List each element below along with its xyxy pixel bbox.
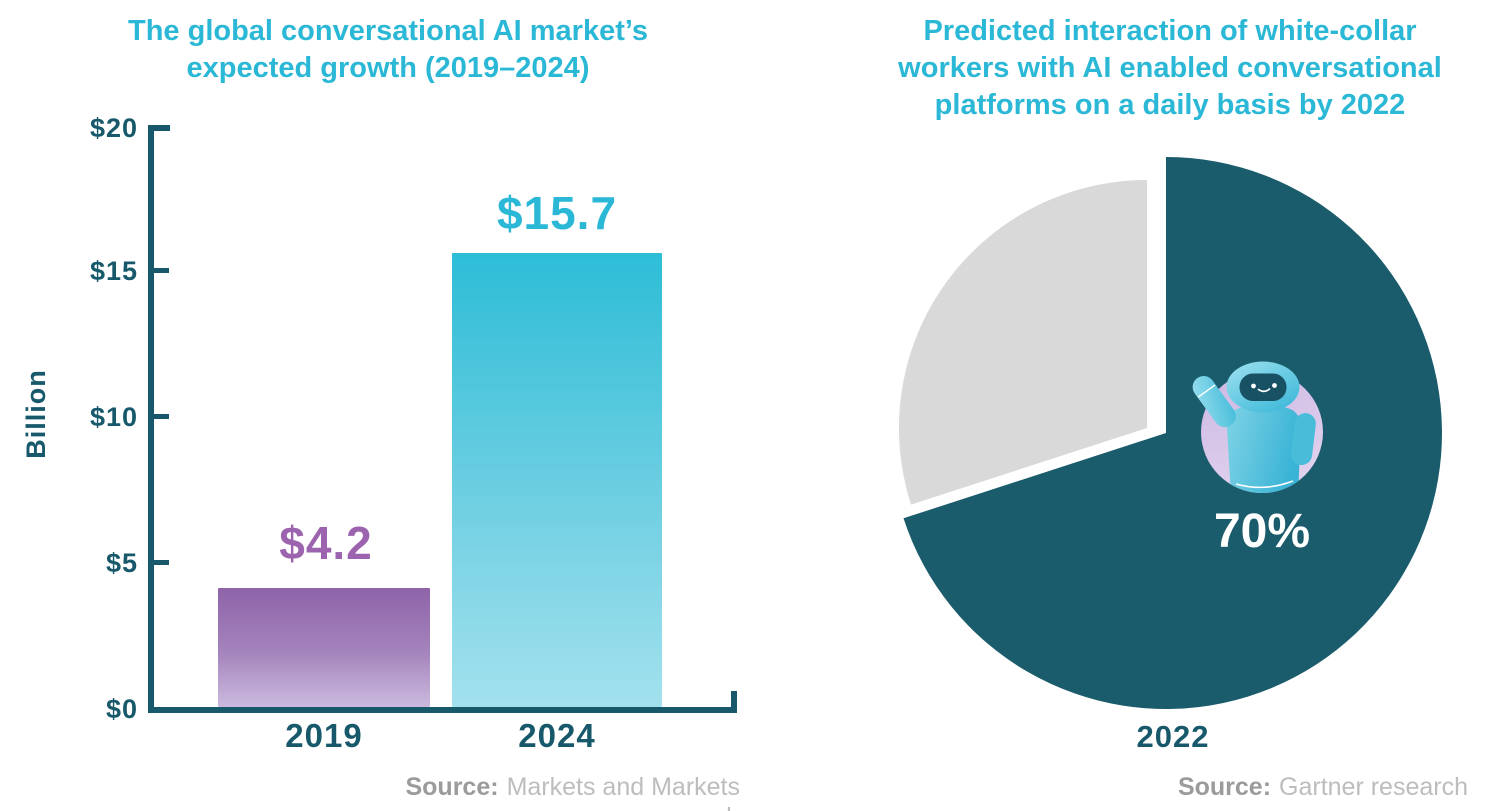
source-label: Source:: [1177, 773, 1272, 801]
bar-value-2019: $4.2: [279, 517, 373, 569]
pie-x-label: 2022: [1136, 719, 1210, 754]
bar-2024: [452, 253, 662, 707]
x-axis-end-tick: [731, 691, 737, 707]
bar-chart-title-line1: The global conversational AI market’s: [127, 15, 648, 47]
robot-eye-left: [1251, 383, 1256, 389]
robot-raised-arm: [1192, 376, 1236, 428]
bar-value-2024: $15.7: [496, 187, 618, 239]
x-label-2024: 2024: [518, 717, 596, 754]
robot-eye-right: [1272, 383, 1277, 388]
y-axis-tick-5: [154, 560, 169, 565]
y-axis-tick-15: [154, 268, 169, 273]
pie-slice-30: [898, 180, 1147, 505]
source-value: Markets and Markets research: [506, 773, 740, 811]
pie-chart-title-line3: platforms on a daily basis by 2022: [934, 89, 1406, 121]
y-tick-label-15: $15: [89, 256, 138, 286]
pie-percent-label: 70%: [1213, 505, 1311, 558]
source-value: Gartner research: [1279, 773, 1468, 801]
pie-chart-source: Source: Gartner research: [1048, 772, 1468, 802]
robot-right-arm: [1291, 413, 1316, 465]
bar-chart-source: Source:Markets and Markets research: [320, 772, 740, 811]
y-axis-line: [148, 125, 154, 713]
robot-face: [1239, 373, 1287, 401]
y-tick-label-0: $0: [105, 694, 138, 724]
pie-chart-title-line2: workers with AI enabled conversational: [898, 52, 1442, 84]
bar-chart-title-line2: expected growth (2019–2024): [186, 52, 590, 84]
robot-icon: [1192, 361, 1323, 493]
robot-smile: [1257, 388, 1271, 393]
pie-chart-title: Predicted interaction of white-collar wo…: [855, 13, 1485, 124]
pie-chart: [898, 157, 1442, 710]
source-label: Source:: [405, 773, 499, 801]
pie-chart-title-line1: Predicted interaction of white-collar: [923, 15, 1417, 47]
x-label-2019: 2019: [285, 717, 363, 754]
robot-torso: [1226, 407, 1301, 493]
bar-2019: [218, 588, 430, 707]
x-axis-line: [148, 707, 737, 713]
y-axis-tick-10: [154, 414, 169, 419]
robot-hem-line: [1235, 480, 1294, 489]
y-tick-label-5: $5: [105, 548, 138, 578]
bar-chart-title: The global conversational AI market’s ex…: [58, 13, 718, 87]
y-tick-label-10: $10: [89, 402, 138, 432]
y-axis-top-tick: [148, 125, 170, 131]
y-tick-label-20: $20: [89, 113, 138, 143]
pie-slice-70: [903, 157, 1442, 710]
